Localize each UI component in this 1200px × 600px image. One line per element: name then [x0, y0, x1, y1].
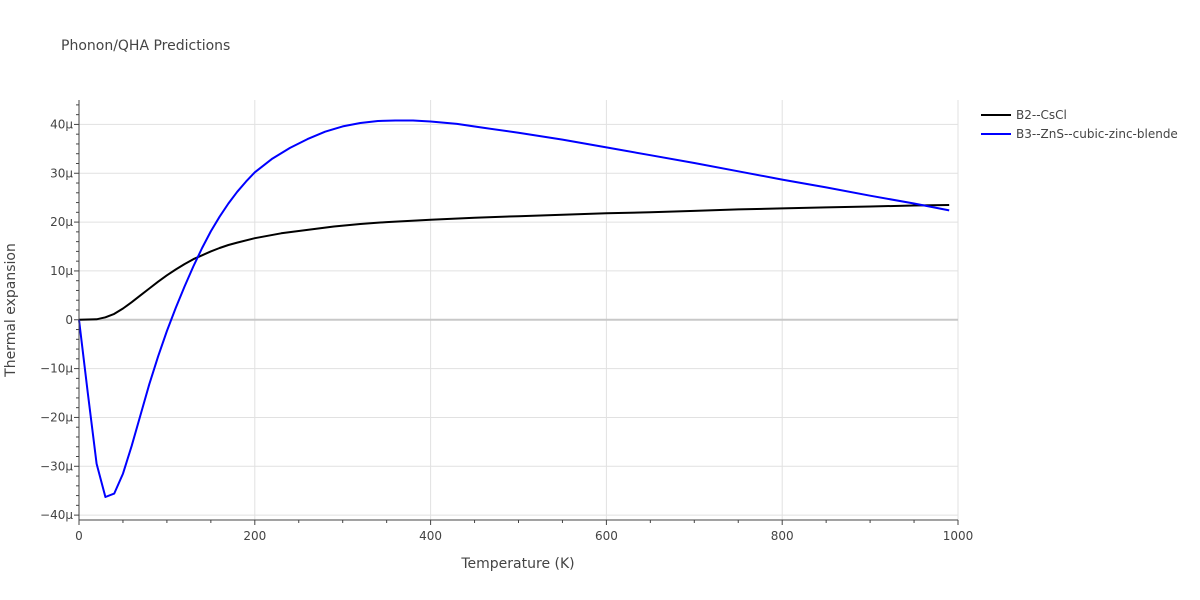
x-axis-title: Temperature (K): [460, 556, 574, 572]
x-tick-label: 800: [771, 529, 794, 543]
y-tick-label: −40μ: [40, 508, 73, 522]
axes: 0 200 400 600 800 1000 −40μ −30μ −20μ −10μ 0 10μ 20μ…: [40, 100, 973, 543]
series-line-1: [78, 204, 950, 321]
x-tick-label: 200: [243, 529, 266, 543]
series-line-2: [78, 119, 950, 498]
grid: [79, 100, 959, 520]
chart-title: Phonon/QHA Predictions: [61, 38, 230, 54]
legend[interactable]: B2--CsCl B3--ZnS--cubic-zinc-blende: [981, 108, 1178, 141]
y-tick-label: −20μ: [40, 410, 73, 424]
legend-label: B2--CsCl: [1016, 108, 1067, 122]
y-axis-title: Thermal expansion: [3, 243, 19, 378]
legend-label: B3--ZnS--cubic-zinc-blende: [1016, 127, 1178, 141]
y-tick-label: −30μ: [40, 459, 73, 473]
y-tick-label: 0: [65, 313, 73, 327]
plot-area: [78, 119, 950, 498]
x-tick-label: 1000: [943, 529, 974, 543]
legend-item-1[interactable]: B2--CsCl: [981, 108, 1067, 122]
y-tick-label: −10μ: [40, 362, 73, 376]
y-tick-label: 10μ: [50, 264, 73, 278]
y-tick-label: 30μ: [50, 166, 73, 180]
x-tick-label: 400: [419, 529, 442, 543]
x-tick-label: 0: [75, 529, 83, 543]
legend-item-2[interactable]: B3--ZnS--cubic-zinc-blende: [981, 127, 1178, 141]
y-tick-label: 20μ: [50, 215, 73, 229]
x-tick-label: 600: [595, 529, 618, 543]
y-tick-label: 40μ: [50, 117, 73, 131]
